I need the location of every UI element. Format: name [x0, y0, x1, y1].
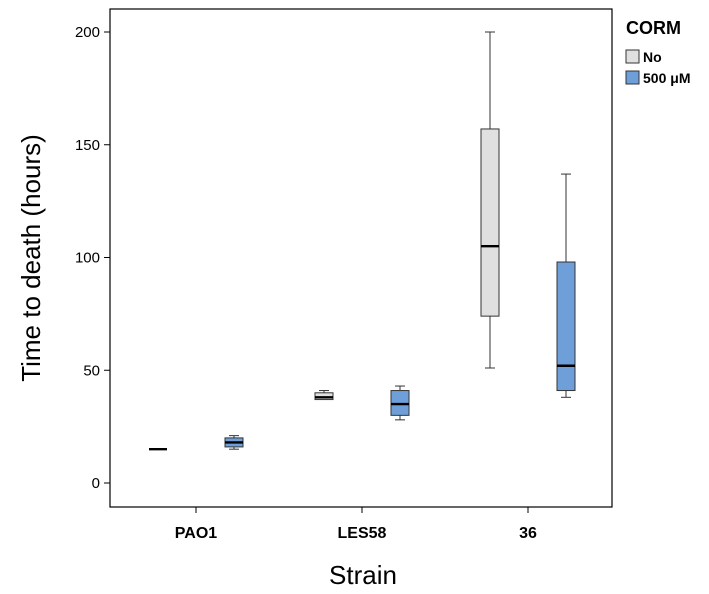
- box-500-μM-36: [556, 173, 576, 398]
- y-tick-label: 150: [75, 137, 100, 154]
- legend-label: No: [643, 49, 662, 65]
- box-iqr: [480, 128, 500, 317]
- x-tick-label: LES58: [338, 525, 387, 542]
- plot-area: 0 50 100 150 200 PAO1 LES58 36: [75, 8, 613, 542]
- legend-title: CORM: [626, 18, 681, 38]
- x-tick-label: 36: [519, 525, 537, 542]
- box-500-μM-LES58: [390, 385, 410, 421]
- legend-swatch: [625, 49, 640, 64]
- legend: CORM No 500 μM: [625, 18, 690, 86]
- box-500-μM-PAO1: [224, 435, 244, 450]
- y-tick-label: 0: [92, 475, 100, 492]
- box-iqr: [556, 261, 576, 392]
- x-tick-label: PAO1: [175, 525, 217, 542]
- legend-label: 500 μM: [643, 70, 690, 86]
- y-tick-label: 50: [83, 362, 100, 379]
- plot-frame: [109, 8, 613, 508]
- y-tick-label: 100: [75, 250, 100, 267]
- box-No-36: [480, 31, 500, 369]
- y-tick-label: 200: [75, 24, 100, 41]
- box-No-LES58: [314, 390, 334, 401]
- legend-swatch: [625, 70, 640, 85]
- y-axis-title: Time to death (hours): [16, 134, 46, 382]
- x-axis-title: Strain: [329, 560, 397, 590]
